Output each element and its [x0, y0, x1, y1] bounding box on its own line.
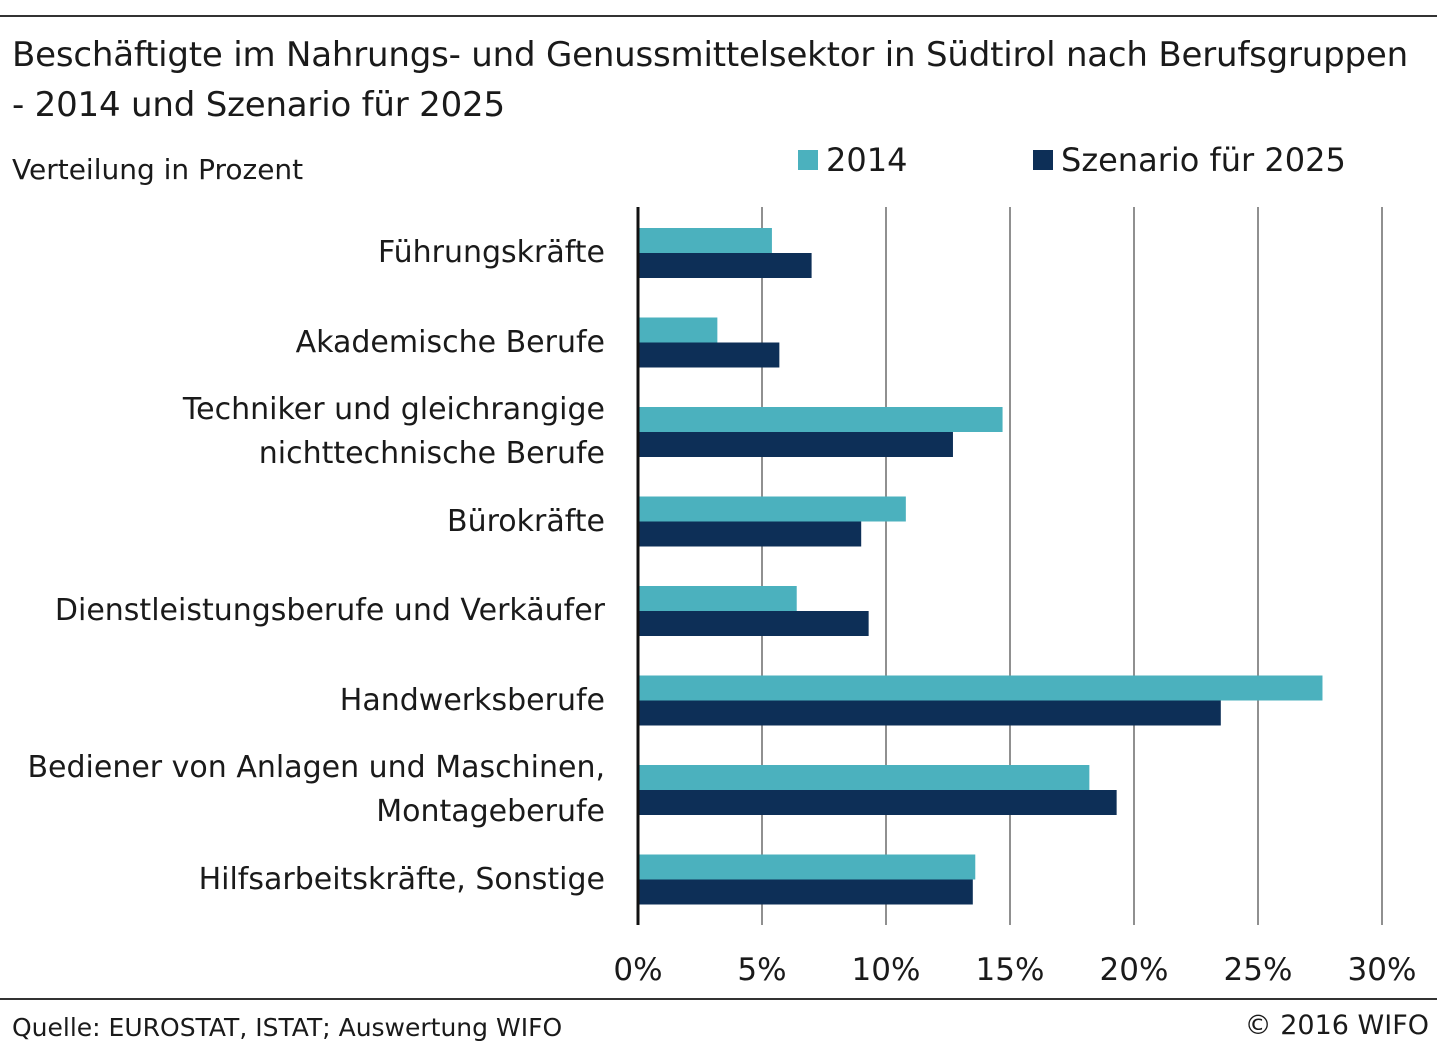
- category-label-line: Montageberufe: [376, 794, 605, 829]
- legend-item-2025: Szenario für 2025: [1033, 140, 1346, 180]
- bar-2014: [638, 675, 1323, 701]
- x-tick-label: 30%: [1347, 952, 1417, 988]
- bar-2014: [638, 854, 976, 880]
- category-label-line: Akademische Berufe: [295, 324, 605, 360]
- x-tick-label: 15%: [975, 952, 1045, 988]
- legend-item-2014: 2014: [798, 140, 907, 180]
- legend-swatch-2025: [1033, 150, 1053, 170]
- x-tick-label: 20%: [1099, 952, 1169, 988]
- category-label-line: Hilfsarbeitskräfte, Sonstige: [198, 861, 605, 897]
- category-label: Bediener von Anlagen und Maschinen, Monta…: [5, 746, 605, 834]
- legend-label-2014: 2014: [826, 141, 908, 179]
- chart-subtitle: Verteilung in Prozent: [12, 153, 304, 186]
- category-label: Akademische Berufe: [5, 321, 605, 365]
- category-label: Dienstleistungsberufe und Verkäufer: [5, 589, 605, 633]
- bar-2025: [638, 879, 973, 905]
- legend-label-2025: Szenario für 2025: [1061, 141, 1346, 179]
- bar-2014: [638, 586, 797, 611]
- x-tick-label: 25%: [1223, 952, 1293, 988]
- category-label: Führungskräfte: [5, 231, 605, 275]
- chart-title: Beschäftigte im Nahrungs- und Genussmitt…: [12, 35, 1408, 125]
- bar-2025: [638, 342, 780, 368]
- category-label-line: Bürokräfte: [447, 503, 605, 539]
- category-label-line: Bediener von Anlagen und Maschinen,: [27, 750, 605, 785]
- copyright-note: © 2016 WIFO: [1244, 1010, 1429, 1041]
- category-label-line: Techniker und gleichrangige: [182, 392, 605, 427]
- category-label: Techniker und gleichrangige nichttechnisc…: [5, 388, 605, 476]
- category-label: Bürokräfte: [5, 500, 605, 544]
- top-rule: [0, 15, 1437, 17]
- bar-2014: [638, 496, 906, 522]
- category-label-line: Dienstleistungsberufe und Verkäufer: [54, 593, 605, 628]
- bar-2025: [638, 611, 869, 636]
- bar-2025: [638, 432, 953, 457]
- x-tick-label: 10%: [851, 952, 921, 988]
- bar-2025: [638, 253, 812, 278]
- bar-2025: [638, 521, 862, 547]
- bar-2025: [638, 790, 1117, 815]
- bar-2014: [638, 228, 772, 253]
- bar-2014: [638, 407, 1003, 432]
- source-note: Quelle: EUROSTAT, ISTAT; Auswertung WIFO: [12, 1013, 563, 1042]
- bar-2014: [638, 765, 1090, 790]
- category-label: Handwerksberufe: [5, 679, 605, 723]
- x-tick-label: 5%: [737, 952, 787, 988]
- bar-2025: [638, 700, 1221, 726]
- bar-2014: [638, 317, 718, 343]
- legend-swatch-2014: [798, 150, 818, 170]
- category-label-line: Handwerksberufe: [339, 682, 605, 718]
- x-tick-label: 0%: [613, 952, 663, 988]
- bottom-rule: [0, 998, 1437, 1000]
- category-label-line: Führungskräfte: [377, 235, 605, 270]
- category-label: Hilfsarbeitskräfte, Sonstige: [5, 858, 605, 902]
- category-label-line: nichttechnische Berufe: [258, 436, 605, 471]
